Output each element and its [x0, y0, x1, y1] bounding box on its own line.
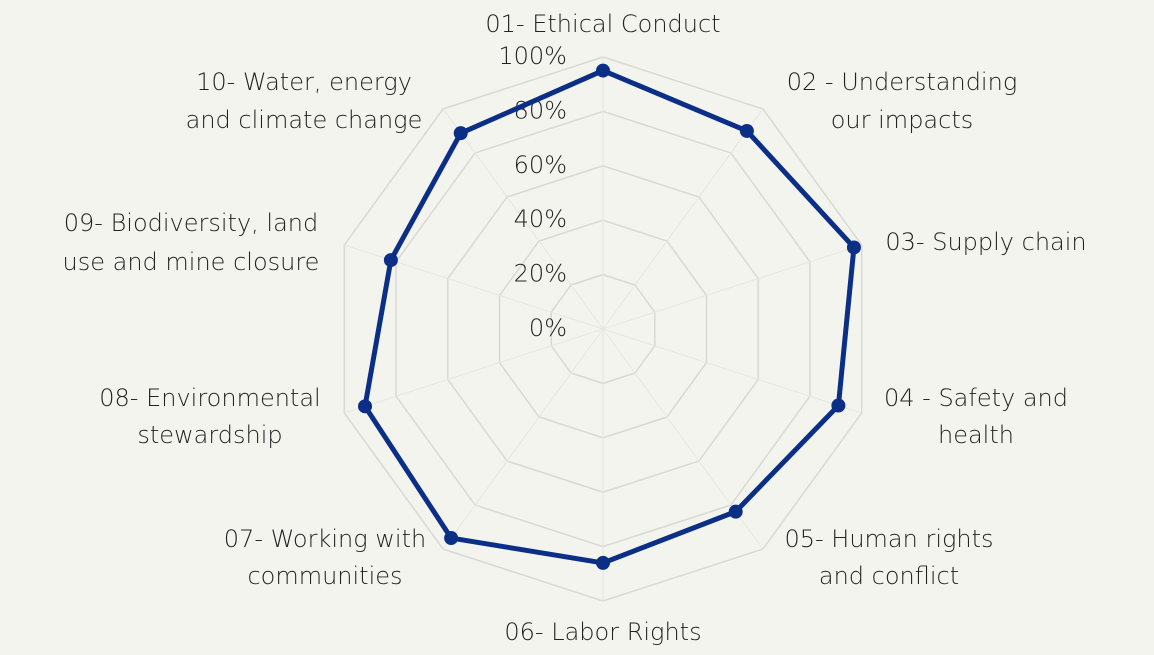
point	[453, 126, 468, 141]
r-tick-label: 60%	[514, 151, 567, 179]
category-label: use and mine closure	[63, 248, 320, 276]
category-label: 01- Ethical Conduct	[485, 10, 720, 38]
category-label: 08- Environmental	[99, 384, 320, 412]
point	[596, 63, 610, 78]
series-line	[362, 68, 857, 566]
category-label: 05- Human rights	[784, 525, 993, 553]
category-label: stewardship	[137, 421, 282, 449]
category-label: health	[938, 421, 1014, 449]
point	[596, 555, 610, 570]
category-label: and conflict	[819, 562, 959, 590]
r-tick-label: 40%	[514, 205, 567, 233]
category-label: 06- Labor Rights	[504, 618, 701, 646]
point	[739, 123, 754, 138]
r-tick-label: 80%	[514, 96, 567, 124]
spoke	[602, 328, 862, 414]
category-label: our impacts	[831, 106, 974, 134]
point	[383, 253, 398, 268]
category-label: 10- Water, energy	[196, 68, 412, 96]
spoke	[602, 244, 862, 330]
r-tick-label: 20%	[514, 260, 567, 288]
point	[728, 504, 743, 519]
spoke	[442, 328, 604, 550]
point	[831, 398, 846, 413]
spoke	[602, 108, 764, 330]
point	[358, 399, 373, 414]
category-label: and climate change	[186, 106, 423, 134]
category-label: 03- Supply chain	[885, 228, 1086, 256]
r-tick-label: 0%	[529, 314, 567, 342]
category-label: 02 - Understanding	[787, 68, 1017, 96]
point	[846, 240, 861, 255]
point	[444, 531, 459, 546]
category-label: 07- Working with	[224, 525, 426, 553]
category-label: 04 - Safety and	[884, 384, 1068, 412]
category-label: 09- Biodiversity, land	[64, 209, 319, 237]
spoke	[442, 108, 604, 330]
r-tick-label: 100%	[498, 42, 567, 70]
spoke	[344, 328, 604, 414]
category-label: communities	[247, 562, 402, 590]
